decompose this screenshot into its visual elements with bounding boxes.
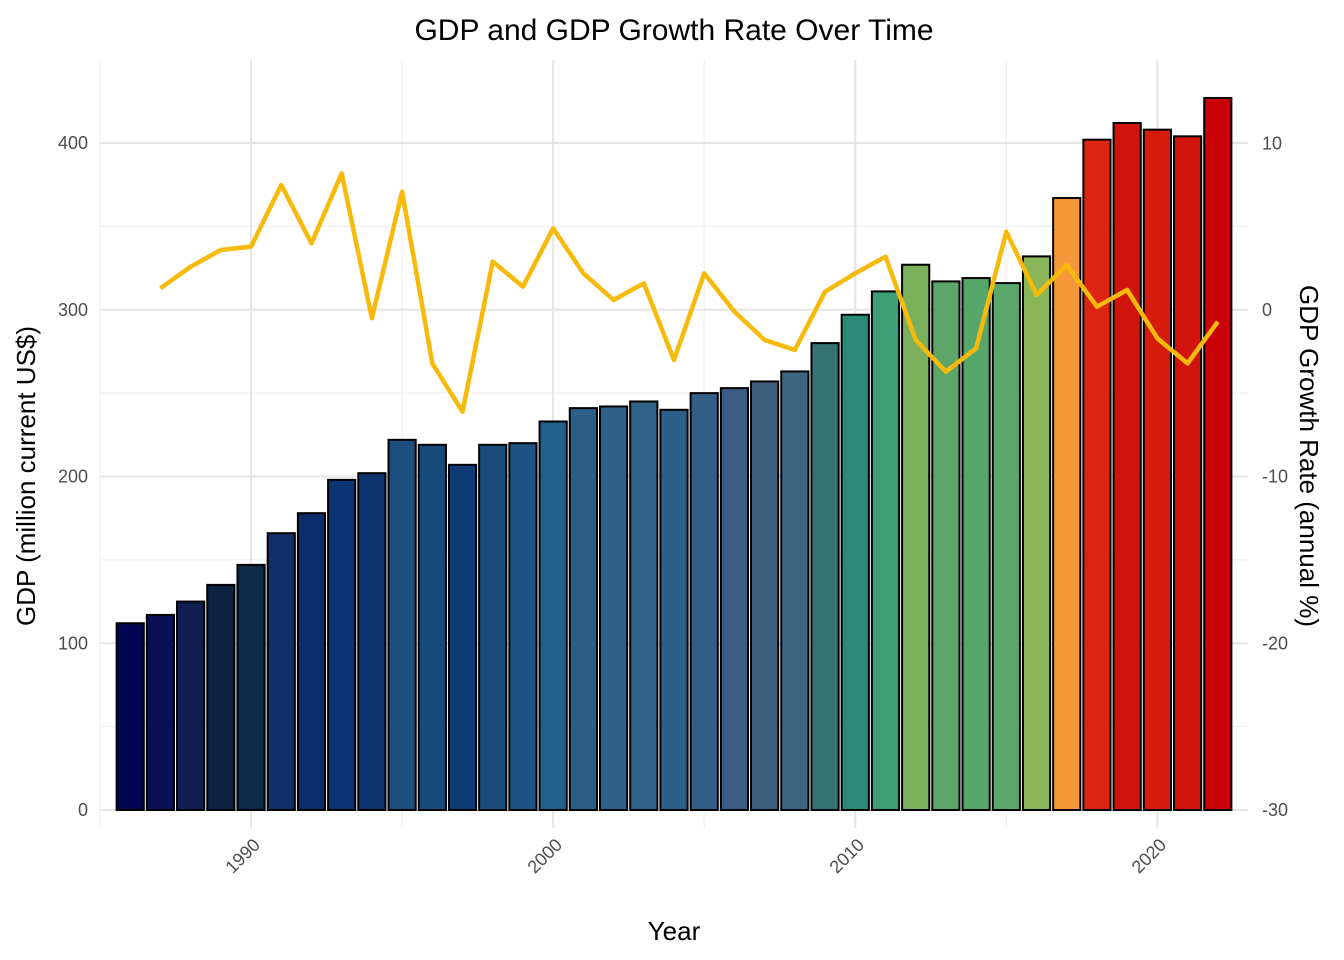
- gdp-bar-2018: [1082, 138, 1112, 812]
- gdp-bar-1990: [236, 563, 266, 811]
- x-axis-title: Year: [648, 916, 701, 946]
- left-tick-label: 100: [58, 633, 88, 653]
- right-tick-label: 10: [1262, 133, 1282, 153]
- gdp-bar-2010: [840, 313, 870, 811]
- left-axis-ticks: 0 100 200 300 400: [58, 133, 88, 820]
- gdp-bar-1998: [478, 443, 508, 811]
- x-tick-label: 2000: [524, 835, 566, 877]
- chart-title: GDP and GDP Growth Rate Over Time: [414, 14, 933, 47]
- gdp-bar-1994: [357, 472, 387, 811]
- gdp-bar-2011: [870, 290, 901, 812]
- gdp-bar-2001: [568, 407, 598, 811]
- gdp-bar-1991: [266, 532, 296, 811]
- right-axis-ticks: -30 -20 -10 0 10: [1262, 133, 1288, 820]
- gdp-bar-1986: [115, 622, 145, 811]
- right-tick-label: -10: [1262, 467, 1288, 487]
- right-tick-label: 0: [1262, 300, 1272, 320]
- growth-rate-line-group: [159, 171, 1220, 414]
- gdp-bars: [115, 96, 1233, 812]
- gdp-bar-2012: [901, 263, 931, 812]
- gdp-bar-2004: [659, 408, 689, 811]
- gdp-bar-1989: [206, 583, 236, 812]
- gdp-bar-1988: [176, 600, 206, 811]
- gdp-bar-1993: [327, 478, 357, 811]
- right-tick-label: -30: [1262, 800, 1288, 820]
- gdp-bar-2017: [1052, 197, 1082, 811]
- left-axis-title: GDP (million current US$): [11, 326, 41, 626]
- gdp-bar-1999: [508, 442, 538, 811]
- gdp-bar-1995: [387, 438, 417, 811]
- gdp-bar-2002: [598, 405, 629, 811]
- x-axis-ticks: 1990 2000 2010 2020: [221, 835, 1170, 877]
- gdp-bar-2014: [961, 277, 991, 811]
- left-tick-label: 300: [58, 300, 88, 320]
- gdp-bar-2022: [1203, 96, 1233, 812]
- right-axis-title: GDP Growth Rate (annual %): [1294, 285, 1324, 627]
- gdp-bar-1987: [145, 613, 176, 812]
- right-tick-label: -20: [1262, 633, 1288, 653]
- gdp-bar-2007: [750, 380, 780, 811]
- gdp-bar-2009: [810, 342, 840, 811]
- left-tick-label: 400: [58, 133, 88, 153]
- gdp-bar-2020: [1142, 128, 1172, 812]
- gdp-bar-2015: [991, 282, 1021, 811]
- gdp-bar-1996: [417, 443, 447, 811]
- left-tick-label: 200: [58, 467, 88, 487]
- x-tick-label: 1990: [221, 835, 263, 877]
- x-tick-label: 2010: [826, 835, 868, 877]
- gdp-bar-2006: [719, 387, 750, 811]
- left-tick-label: 0: [78, 800, 88, 820]
- gdp-bar-1997: [447, 463, 478, 811]
- gdp-bar-2003: [629, 400, 659, 811]
- gdp-bar-2021: [1172, 135, 1203, 811]
- gdp-bar-2008: [780, 370, 810, 811]
- gdp-bar-2000: [538, 420, 568, 811]
- x-tick-label: 2020: [1128, 835, 1170, 877]
- gdp-bar-2016: [1021, 255, 1052, 811]
- growth-rate-line: [159, 171, 1220, 414]
- gdp-bar-2005: [689, 392, 719, 811]
- gdp-bar-2019: [1112, 121, 1142, 812]
- gdp-bar-1992: [296, 512, 327, 811]
